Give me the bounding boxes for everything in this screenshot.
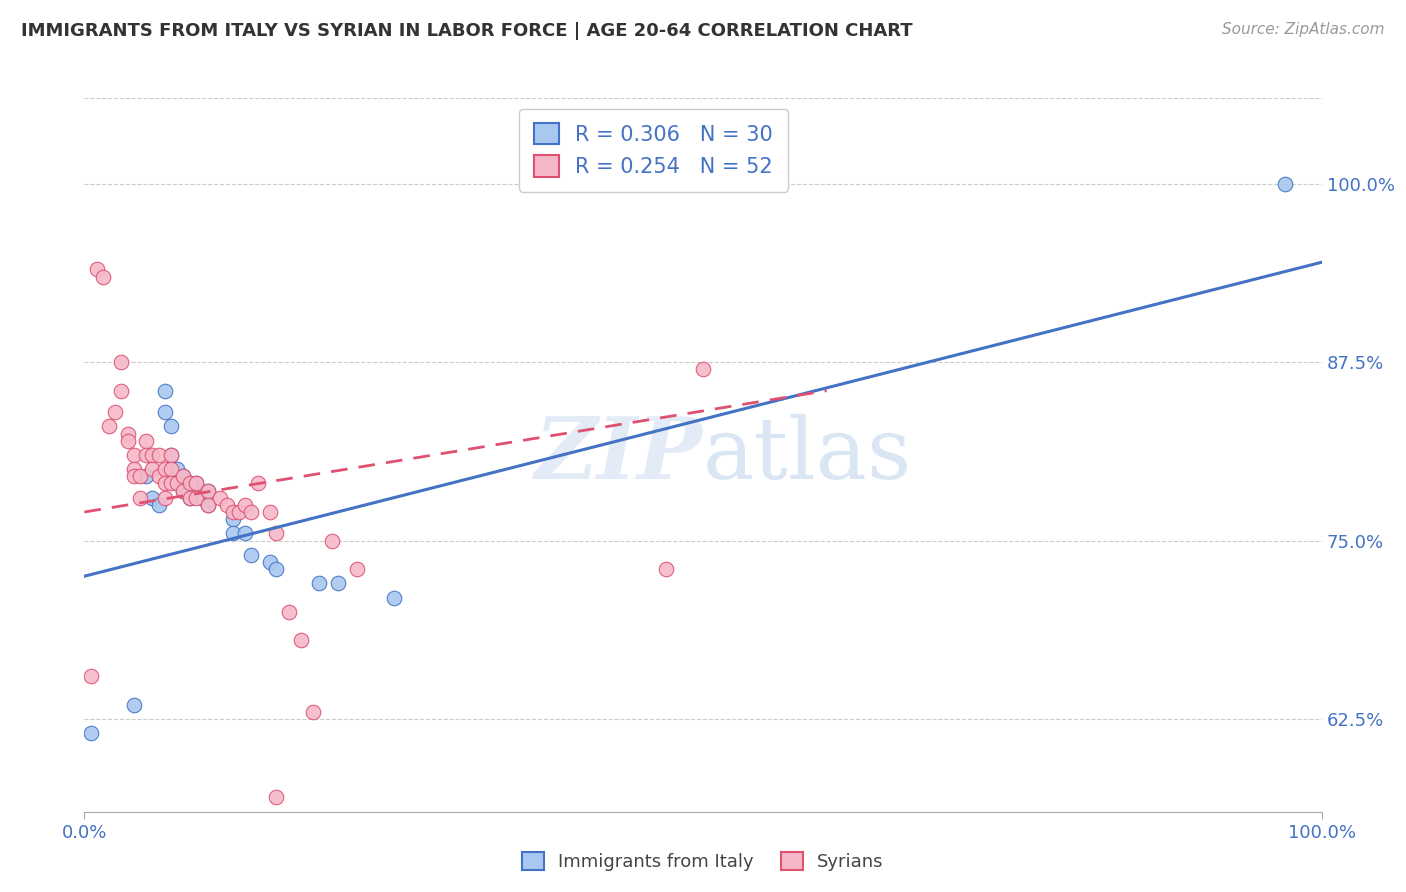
Point bbox=[326, 576, 349, 591]
Point bbox=[153, 491, 176, 505]
Point bbox=[153, 476, 176, 491]
Legend: R = 0.306   N = 30, R = 0.254   N = 52: R = 0.306 N = 30, R = 0.254 N = 52 bbox=[519, 109, 787, 192]
Point bbox=[135, 448, 157, 462]
Text: Source: ZipAtlas.com: Source: ZipAtlas.com bbox=[1222, 22, 1385, 37]
Point bbox=[172, 483, 194, 498]
Point bbox=[172, 483, 194, 498]
Point bbox=[153, 384, 176, 398]
Point bbox=[91, 269, 114, 284]
Point bbox=[117, 434, 139, 448]
Point bbox=[184, 476, 207, 491]
Point bbox=[382, 591, 405, 605]
Point bbox=[222, 505, 245, 519]
Point bbox=[346, 562, 368, 576]
Point bbox=[98, 419, 121, 434]
Point bbox=[179, 476, 201, 491]
Point bbox=[79, 669, 101, 683]
Point bbox=[117, 426, 139, 441]
Point bbox=[222, 526, 245, 541]
Point bbox=[122, 469, 145, 483]
Point bbox=[197, 498, 219, 512]
Point bbox=[110, 355, 132, 369]
Point bbox=[141, 491, 163, 505]
Point bbox=[179, 476, 201, 491]
Point bbox=[160, 462, 183, 476]
Point bbox=[86, 262, 108, 277]
Point bbox=[240, 505, 263, 519]
Point bbox=[166, 476, 188, 491]
Point bbox=[209, 491, 232, 505]
Text: IMMIGRANTS FROM ITALY VS SYRIAN IN LABOR FORCE | AGE 20-64 CORRELATION CHART: IMMIGRANTS FROM ITALY VS SYRIAN IN LABOR… bbox=[21, 22, 912, 40]
Point bbox=[179, 491, 201, 505]
Point bbox=[153, 405, 176, 419]
Point bbox=[1274, 177, 1296, 191]
Point bbox=[308, 576, 330, 591]
Point bbox=[172, 469, 194, 483]
Point bbox=[160, 448, 183, 462]
Text: atlas: atlas bbox=[703, 413, 912, 497]
Point bbox=[172, 469, 194, 483]
Point bbox=[153, 462, 176, 476]
Text: ZIP: ZIP bbox=[536, 413, 703, 497]
Point bbox=[122, 462, 145, 476]
Point bbox=[141, 462, 163, 476]
Point bbox=[184, 491, 207, 505]
Point bbox=[141, 448, 163, 462]
Point bbox=[135, 469, 157, 483]
Point bbox=[277, 605, 299, 619]
Point bbox=[197, 498, 219, 512]
Point bbox=[79, 726, 101, 740]
Legend: Immigrants from Italy, Syrians: Immigrants from Italy, Syrians bbox=[515, 845, 891, 879]
Point bbox=[264, 790, 287, 805]
Point bbox=[222, 512, 245, 526]
Point bbox=[692, 362, 714, 376]
Point bbox=[148, 498, 170, 512]
Point bbox=[166, 476, 188, 491]
Point bbox=[302, 705, 325, 719]
Point bbox=[160, 448, 183, 462]
Point bbox=[122, 698, 145, 712]
Point bbox=[233, 498, 256, 512]
Point bbox=[259, 505, 281, 519]
Point bbox=[233, 526, 256, 541]
Point bbox=[215, 498, 238, 512]
Point bbox=[184, 483, 207, 498]
Point bbox=[129, 491, 152, 505]
Point bbox=[135, 434, 157, 448]
Point bbox=[197, 483, 219, 498]
Point bbox=[148, 448, 170, 462]
Point bbox=[160, 419, 183, 434]
Point bbox=[148, 469, 170, 483]
Point bbox=[264, 562, 287, 576]
Point bbox=[246, 476, 269, 491]
Point bbox=[197, 483, 219, 498]
Point bbox=[321, 533, 343, 548]
Point bbox=[166, 462, 188, 476]
Point bbox=[104, 405, 127, 419]
Point bbox=[259, 555, 281, 569]
Point bbox=[179, 491, 201, 505]
Point bbox=[264, 526, 287, 541]
Point bbox=[240, 548, 263, 562]
Point bbox=[184, 476, 207, 491]
Point bbox=[129, 469, 152, 483]
Point bbox=[122, 448, 145, 462]
Point bbox=[191, 491, 214, 505]
Point bbox=[228, 505, 250, 519]
Point bbox=[110, 384, 132, 398]
Point bbox=[655, 562, 678, 576]
Point bbox=[160, 476, 183, 491]
Point bbox=[290, 633, 312, 648]
